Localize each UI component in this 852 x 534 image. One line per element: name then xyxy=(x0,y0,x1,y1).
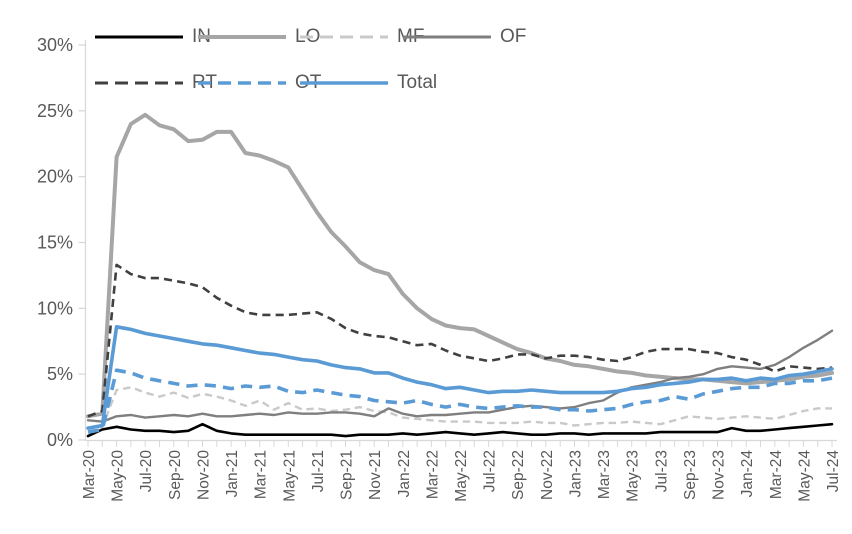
x-tick-label: Sep-23 xyxy=(682,450,699,500)
y-tick-label: 15% xyxy=(37,233,73,253)
x-tick-label: Mar-20 xyxy=(81,450,98,499)
legend-line-rt-icon xyxy=(95,81,183,85)
y-tick-label: 25% xyxy=(37,101,73,121)
x-tick-label: Sep-20 xyxy=(167,450,184,500)
legend-line-ot-icon xyxy=(198,81,286,85)
legend-item-in: IN xyxy=(95,26,211,48)
x-tick-label: Nov-21 xyxy=(367,450,384,500)
x-tick-label: May-23 xyxy=(625,450,642,502)
series-line-in xyxy=(86,422,834,438)
legend-line-total-icon xyxy=(300,81,388,85)
x-tick-label: Jul-24 xyxy=(825,450,842,493)
y-tick-label: 5% xyxy=(47,364,73,384)
legend-line-of-icon xyxy=(403,35,491,39)
x-tick-label: May-20 xyxy=(110,450,127,502)
series-line-ot xyxy=(87,368,833,434)
legend-line-lo-icon xyxy=(198,35,286,39)
legend-label-total: Total xyxy=(397,72,438,93)
series-line-of xyxy=(86,329,834,423)
legend-item-total: Total xyxy=(300,72,437,94)
x-tick-label: Nov-22 xyxy=(539,450,556,500)
legend-label-of: OF xyxy=(500,26,527,47)
x-tick-label: Sep-22 xyxy=(510,450,527,500)
series-line-rt xyxy=(87,263,833,418)
x-tick-label: Nov-20 xyxy=(196,450,213,500)
x-tick-label: Jul-22 xyxy=(482,450,499,492)
x-tick-label: May-22 xyxy=(453,450,470,502)
x-tick-label: Mar-22 xyxy=(424,450,441,499)
x-tick-label: Jul-21 xyxy=(310,450,327,492)
x-tick-label: May-24 xyxy=(796,450,813,502)
y-tick-label: 20% xyxy=(37,167,73,187)
x-tick-label: Jan-24 xyxy=(739,450,756,498)
series-line-mf xyxy=(87,386,832,432)
legend-item-of: OF xyxy=(403,26,526,48)
x-tick-label: Sep-21 xyxy=(339,450,356,500)
y-tick-label: 30% xyxy=(37,35,73,55)
x-tick-label: Mar-24 xyxy=(768,450,785,499)
x-tick-label: Nov-23 xyxy=(711,450,728,500)
x-tick-label: May-21 xyxy=(281,450,298,502)
y-tick-label: 10% xyxy=(37,298,73,318)
x-tick-label: Jan-22 xyxy=(396,450,413,497)
x-tick-label: Jan-21 xyxy=(224,450,241,497)
x-tick-label: Jul-20 xyxy=(138,450,155,493)
y-tick-label: 0% xyxy=(47,430,73,450)
series-line-lo xyxy=(86,112,834,419)
x-tick-label: Jan-23 xyxy=(568,450,585,497)
legend-line-mf-icon xyxy=(300,35,388,39)
x-tick-label: Mar-21 xyxy=(253,450,270,499)
x-tick-label: Jul-23 xyxy=(653,450,670,492)
legend-line-in-icon xyxy=(95,35,183,39)
x-tick-label: Mar-23 xyxy=(596,450,613,499)
series-line-total xyxy=(86,324,834,430)
